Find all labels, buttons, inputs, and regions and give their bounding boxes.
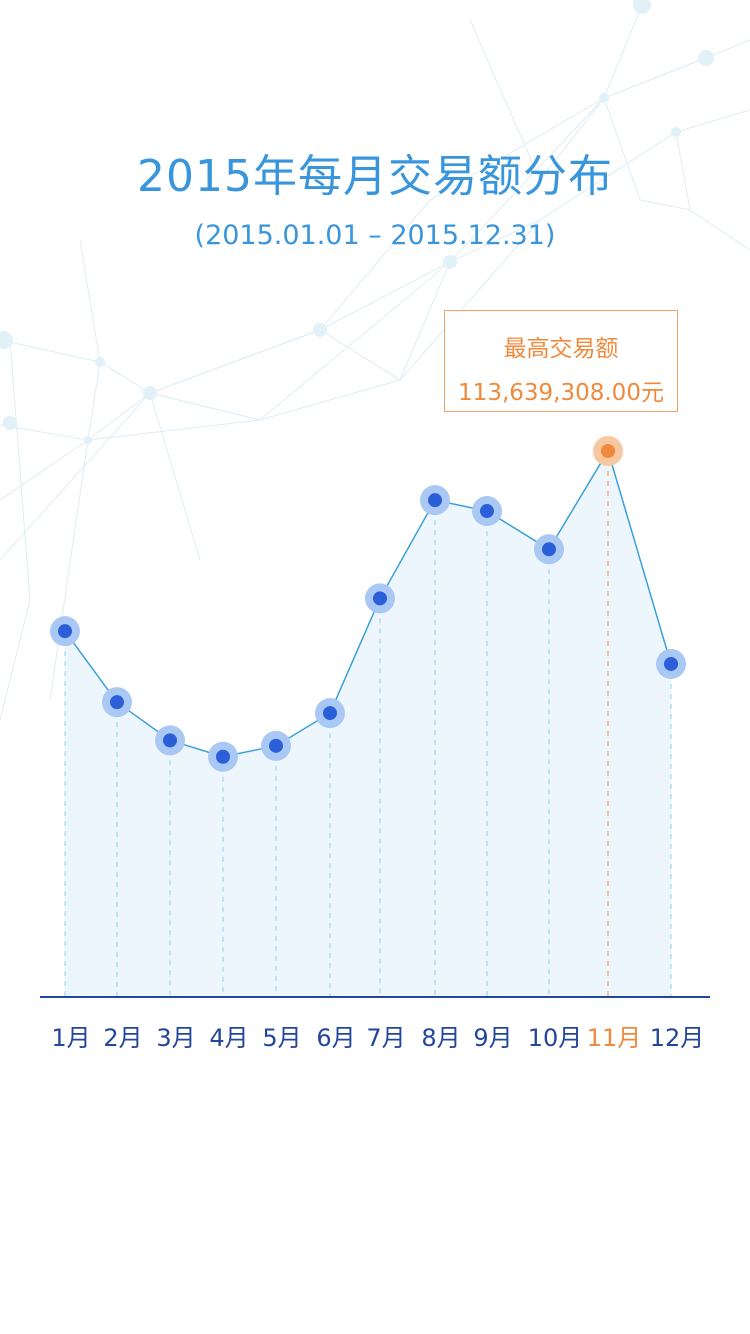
x-tick-label: 9月: [473, 1024, 512, 1052]
x-tick-label: 10月: [528, 1024, 583, 1052]
point-dot: [110, 695, 124, 710]
point-dot: [58, 624, 72, 639]
background-network-pattern: [0, 0, 750, 721]
data-point-4月[interactable]: [208, 741, 238, 772]
x-axis-labels: 1月 2月 3月 4月 5月 6月 7月 8月 9月 10月 11月 12月: [51, 1024, 704, 1052]
x-tick-label: 3月: [156, 1024, 195, 1052]
data-point-11月[interactable]: [593, 436, 623, 466]
dashed-guides: [64, 451, 672, 997]
x-tick-label: 5月: [262, 1024, 301, 1052]
max-value-tooltip: 最高交易额 113,639,308.00元: [444, 310, 678, 412]
data-point-1月[interactable]: [50, 616, 80, 647]
data-point-7月[interactable]: [365, 583, 395, 614]
data-point-10月[interactable]: [534, 534, 564, 565]
point-dot: [163, 733, 177, 748]
point-dot: [373, 591, 387, 606]
point-dot: [216, 749, 230, 764]
point-dot: [480, 504, 494, 519]
data-point-5月[interactable]: [261, 730, 291, 761]
x-tick-label: 11月: [587, 1024, 642, 1052]
x-tick-label: 4月: [209, 1024, 248, 1052]
x-tick-label: 2月: [103, 1024, 142, 1052]
x-tick-label: 8月: [421, 1024, 460, 1052]
point-dot: [601, 444, 615, 458]
x-tick-label: 12月: [650, 1024, 705, 1052]
date-range-subtitle: (2015.01.01 – 2015.12.31): [194, 220, 556, 251]
data-point-3月[interactable]: [155, 725, 185, 756]
area-fill: [65, 451, 671, 997]
tooltip-value: 113,639,308.00元: [458, 380, 664, 406]
point-dot: [323, 706, 337, 721]
data-point-2月[interactable]: [102, 687, 132, 718]
data-point-9月[interactable]: [472, 496, 502, 527]
chart-title: 2015年每月交易额分布: [137, 151, 613, 202]
point-dot: [542, 542, 556, 557]
x-tick-label: 7月: [366, 1024, 405, 1052]
x-tick-label: 6月: [316, 1024, 355, 1052]
data-points: [50, 436, 686, 772]
point-dot: [428, 493, 442, 508]
data-point-8月[interactable]: [420, 485, 450, 516]
point-dot: [664, 656, 678, 671]
x-tick-label: 1月: [51, 1024, 90, 1052]
point-dot: [269, 738, 283, 753]
data-point-6月[interactable]: [315, 698, 345, 729]
data-point-12月[interactable]: [656, 648, 686, 679]
tooltip-label: 最高交易额: [503, 336, 619, 362]
